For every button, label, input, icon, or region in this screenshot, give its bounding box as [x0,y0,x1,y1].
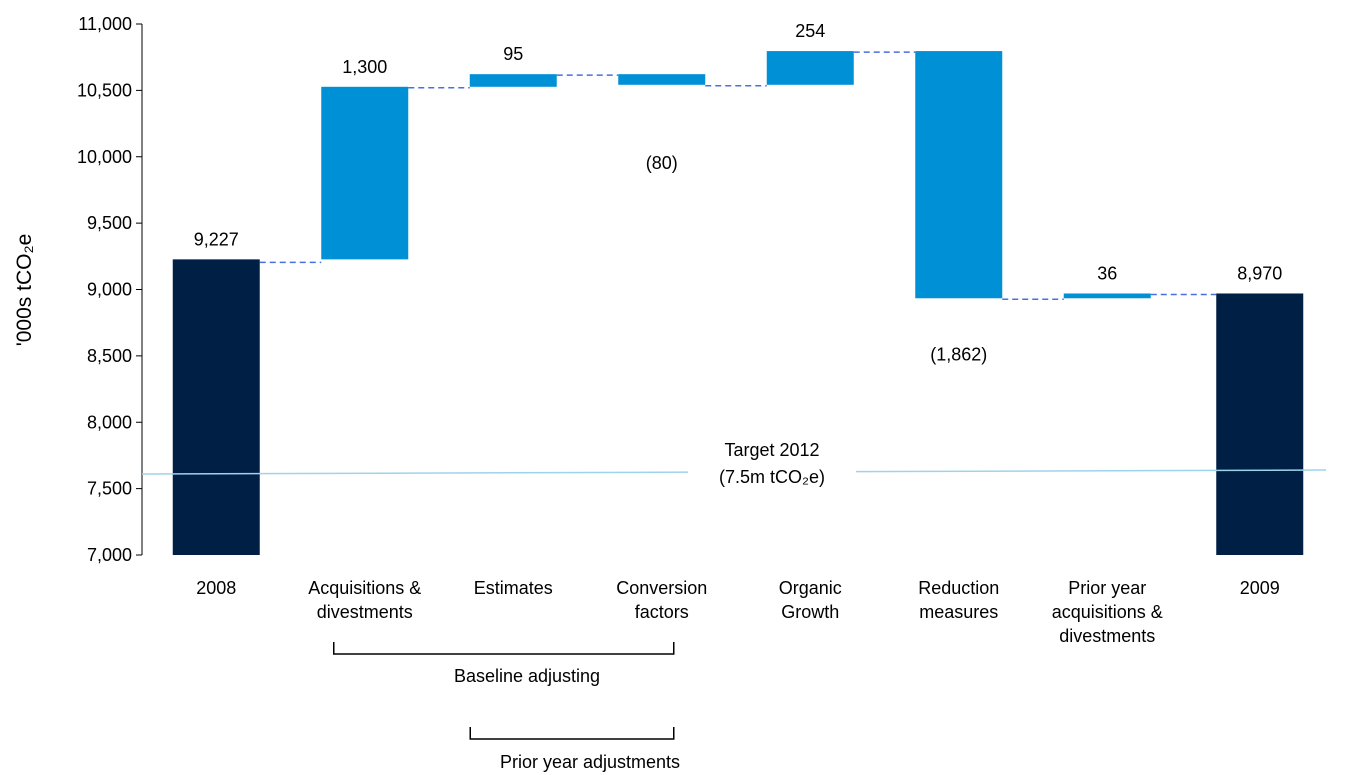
bar-3 [618,74,706,85]
data-label-5: (1,862) [930,344,987,364]
category-label-4: Organic Growth [779,578,842,622]
bar-6 [1063,293,1151,299]
target-label-title: Target 2012 [724,440,819,460]
group-label-1: Prior year adjustments [500,752,680,772]
y-tick-label: 7,000 [87,545,132,565]
y-axis: 7,000 7,500 8,000 8,500 9,000 9,500 10,000 10,5… [77,14,143,565]
y-tick-label: 9,000 [87,280,132,300]
target-line-group: Target 2012 (7.5m tCO₂e) [141,440,1327,487]
target-line-left [141,471,689,475]
data-label-4: 254 [795,21,825,41]
y-tick-label: 10,000 [77,147,132,167]
bar-5 [915,51,1003,299]
data-label-7: 8,970 [1237,263,1282,283]
data-label-2: 95 [503,44,523,64]
y-tick-label: 11,000 [78,14,132,34]
data-labels: 9,227 1,300 95 (80) 254 (1,862) 36 8,970 [194,21,1283,364]
bar-1 [321,86,409,260]
data-label-0: 9,227 [194,229,239,249]
bar-7 [1216,293,1304,555]
y-tick-label: 7,500 [87,479,132,499]
y-tick-label: 10,500 [77,80,132,100]
y-tick-label: 9,500 [87,213,132,233]
group-bracket-1 [469,727,675,740]
y-tick-label: 8,500 [87,346,132,366]
bar-4 [766,51,854,85]
category-label-1: Acquisitions & divestments [308,578,421,622]
bars [172,51,1304,555]
category-label-3: Conversion factors [616,578,707,622]
group-brackets: Baseline adjusting Prior year adjustments [333,642,680,772]
category-label-0: 2008 [196,578,236,598]
target-line-right [855,469,1327,473]
category-label-6: Prior year acquisitions & divestments [1052,578,1163,646]
bar-2 [469,74,557,87]
category-labels: 2008 Acquisitions & divestments Estimates Co… [196,578,1280,646]
category-label-5: Reduction measures [918,578,999,622]
data-label-3: (80) [646,153,678,173]
group-bracket-0 [333,642,675,655]
category-label-2: Estimates [474,578,553,598]
category-label-7: 2009 [1240,578,1280,598]
data-label-1: 1,300 [342,57,387,77]
group-label-0: Baseline adjusting [454,666,600,686]
y-tick-label: 8,000 [87,412,132,432]
bar-0 [172,259,260,555]
target-label-value: (7.5m tCO₂e) [719,467,825,487]
y-axis-label: '000s tCO₂e [13,234,36,347]
data-label-6: 36 [1097,263,1117,283]
connector-lines [259,51,1217,301]
